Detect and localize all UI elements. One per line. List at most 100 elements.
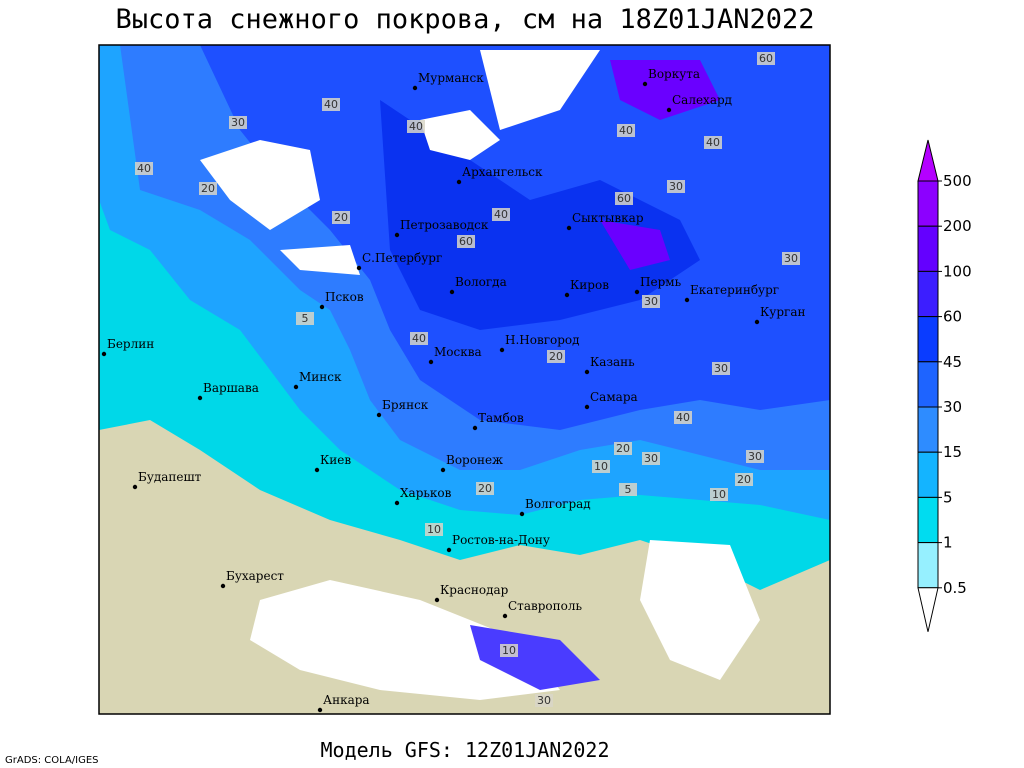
city-dot (566, 225, 572, 231)
city-label: Ростов-на-Дону (452, 533, 550, 547)
city-label: Киев (320, 453, 351, 467)
city-dot (376, 412, 382, 418)
contour-label: 40 (412, 332, 426, 345)
city-dot (434, 597, 440, 603)
city-label: Сыктывкар (572, 211, 644, 225)
contour-label: 30 (714, 362, 728, 375)
contour-label-box (592, 460, 610, 473)
city-dot (634, 289, 640, 295)
white-sea (420, 50, 600, 160)
model-caption: Модель GFS: 12Z01JAN2022 (321, 738, 610, 762)
city-label: Мурманск (418, 71, 484, 85)
colorbar-label: 15 (943, 443, 962, 461)
city-dot (319, 304, 325, 310)
city-label: Киров (570, 278, 609, 292)
contour-label-box (322, 98, 340, 111)
contour-label: 20 (334, 211, 348, 224)
contour-label: 60 (759, 52, 773, 65)
contour-label: 40 (706, 136, 720, 149)
city-dot (446, 547, 452, 553)
contour-label-box (135, 162, 153, 175)
colorbar-segment (917, 451, 939, 498)
contour-label-box (614, 442, 632, 455)
city-dot (456, 179, 462, 185)
city-label: Казань (590, 355, 635, 369)
snow-100 (600, 60, 720, 270)
city-dot (519, 511, 525, 517)
city-dot (502, 613, 508, 619)
contour-label: 5 (302, 312, 309, 325)
city-dot (472, 425, 478, 431)
city-label: Ставрополь (508, 599, 582, 613)
contour-label: 30 (669, 180, 683, 193)
city-label: Будапешт (138, 470, 202, 484)
colorbar-label: 0.5 (943, 579, 967, 597)
contour-label-box (500, 644, 518, 657)
city-label: Курган (760, 305, 805, 319)
contour-label: 10 (427, 523, 441, 536)
contour-label: 20 (737, 473, 751, 486)
colorbar-label: 500 (943, 172, 972, 190)
contour-label-box (296, 312, 314, 325)
contour-label: 30 (748, 450, 762, 463)
city-label: Вологда (455, 275, 507, 289)
contour-label: 10 (712, 488, 726, 501)
colorbar-segment (917, 270, 939, 318)
city-label: Харьков (400, 486, 452, 500)
cities: Мурманск Воркута Салехард Архангельск Сыктыв… (101, 67, 805, 713)
contour-label: 20 (616, 442, 630, 455)
contour-label: 40 (619, 124, 633, 137)
contour-label: 30 (644, 295, 658, 308)
contour-label-box (535, 694, 553, 707)
city-label: Пермь (640, 275, 682, 289)
colorbar-segment (917, 496, 939, 544)
city-dot (666, 107, 672, 113)
city-label: Анкара (323, 693, 370, 707)
city-dot (412, 85, 418, 91)
contour-label: 40 (324, 98, 338, 111)
city-dot (132, 484, 138, 490)
colorbar-label: 200 (943, 217, 972, 235)
colorbar-bottom (917, 587, 939, 632)
contour-label-box (735, 473, 753, 486)
city-label: Москва (434, 345, 482, 359)
contour-label-box (757, 52, 775, 65)
city-label: Самара (590, 390, 638, 404)
city-dot (356, 265, 362, 271)
city-label: С.Петербург (362, 251, 442, 265)
contour-label: 5 (625, 483, 632, 496)
contour-label-box (199, 182, 217, 195)
city-label: Н.Новгород (505, 333, 580, 347)
contour-label: 10 (594, 460, 608, 473)
colorbar-label: 100 (943, 262, 972, 280)
city-dot (394, 500, 400, 506)
contour-label: 40 (494, 208, 508, 221)
city-label: Тамбов (478, 411, 524, 425)
city-label: Петрозаводск (400, 218, 489, 232)
map-title: Высота снежного покрова, см на 18Z01JAN2… (116, 4, 815, 35)
contour-label: 10 (502, 644, 516, 657)
contour-label-box (332, 211, 350, 224)
city-label: Бухарест (226, 569, 284, 583)
colorbar: 500 200 100 60 45 30 15 5 1 0.5 (917, 139, 972, 632)
colorbar-label: 5 (943, 488, 953, 506)
contour-labels: 40 60 30 40 40 20 20 40 60 40 30 40 60 30 5 40 30 20 30 40 2… (135, 52, 800, 707)
contour-label-box (782, 252, 800, 265)
city-dot (449, 289, 455, 295)
city-dot (394, 232, 400, 238)
city-dot (564, 292, 570, 298)
city-dot (197, 395, 203, 401)
city-label: Воронеж (446, 453, 503, 467)
city-dot (440, 467, 446, 473)
city-label: Краснодар (440, 583, 509, 597)
contour-label: 40 (409, 120, 423, 133)
colorbar-segment (917, 316, 939, 363)
colorbar-segment (917, 406, 939, 453)
colorbar-label: 30 (943, 398, 962, 416)
caspian-sea (640, 540, 760, 680)
colorbar-label: 45 (943, 353, 962, 371)
city-label: Псков (325, 290, 364, 304)
city-label: Волгоград (525, 497, 591, 511)
contour-label-box (642, 295, 660, 308)
contour-label: 20 (201, 182, 215, 195)
